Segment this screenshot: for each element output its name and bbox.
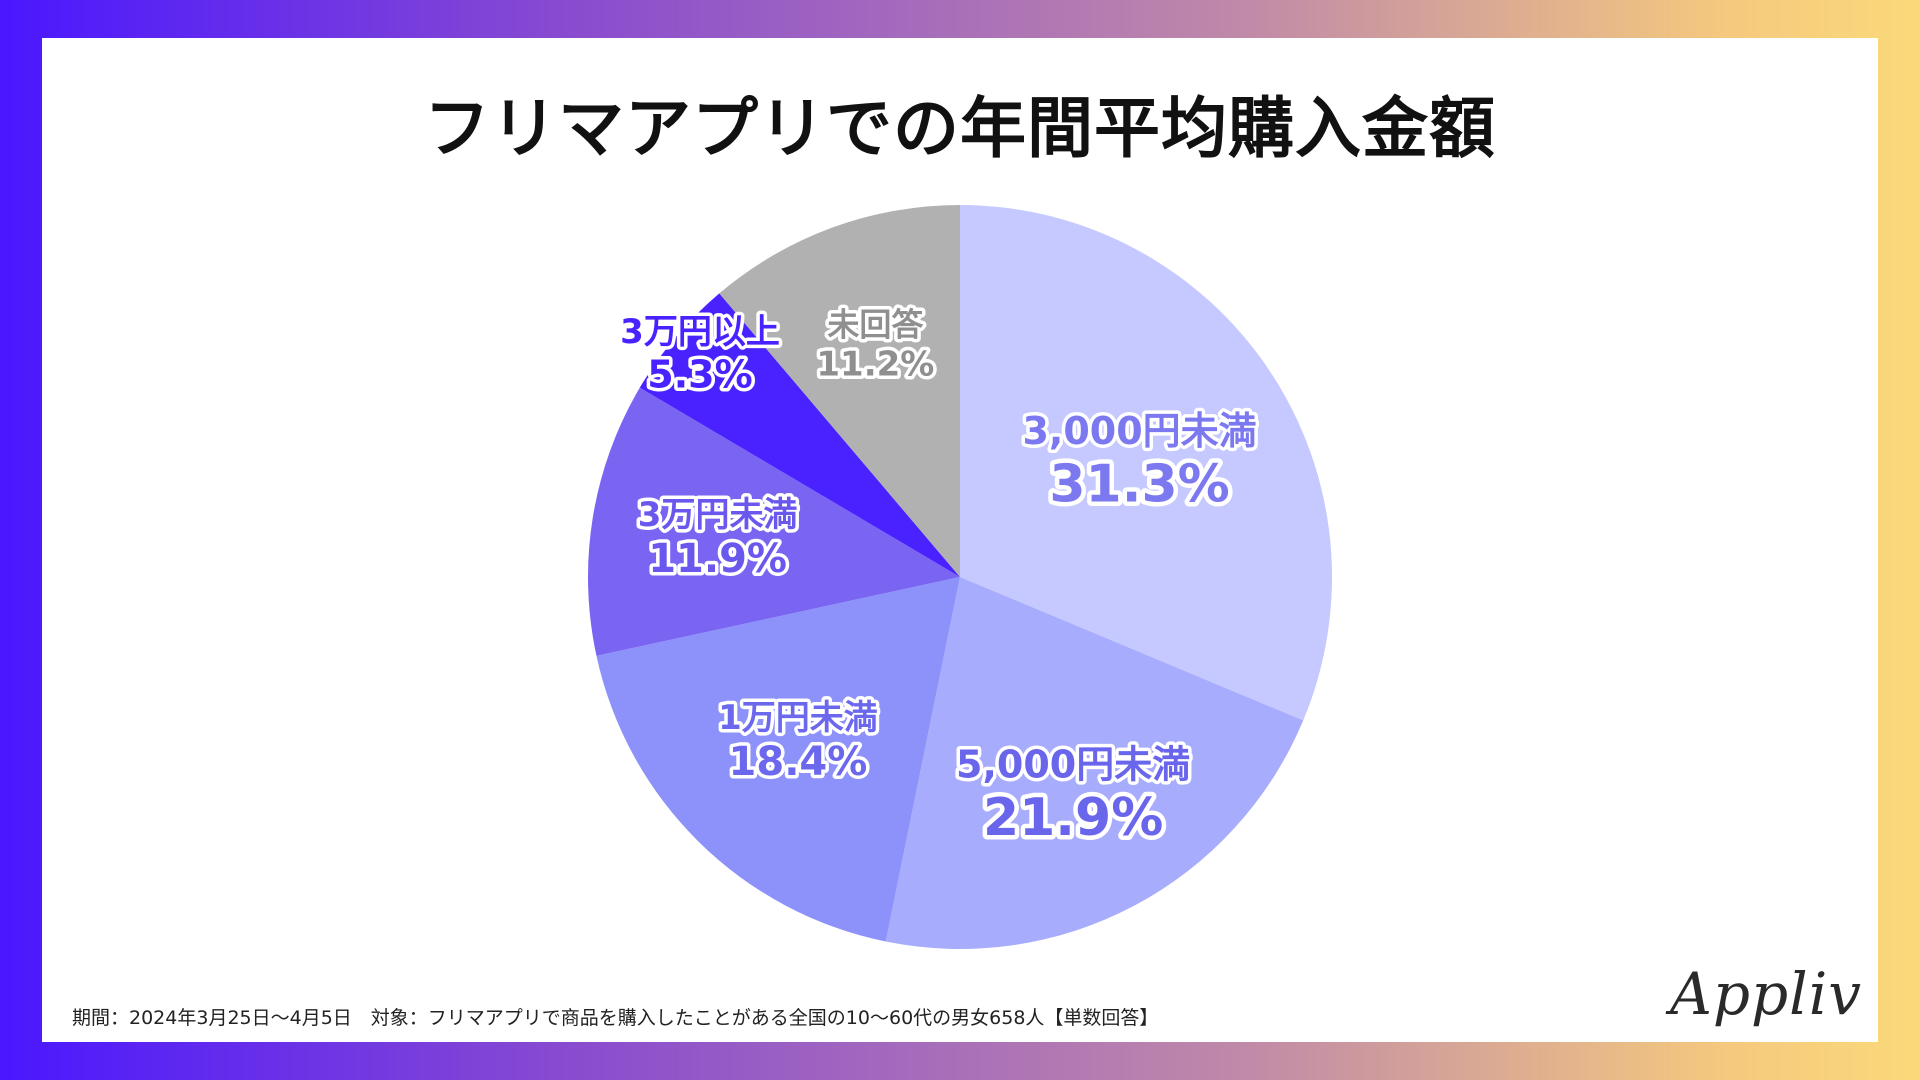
appliv-logo: Appliv	[1670, 960, 1863, 1028]
slice-label-1: 5,000円未満	[956, 742, 1190, 786]
pie-slices	[587, 205, 1332, 949]
pie-slice-2	[596, 577, 960, 942]
slice-label-2: 1万円未満	[718, 698, 878, 738]
footnote: 期間：2024年3月25日〜4月5日 対象：フリマアプリで商品を購入したことがあ…	[72, 1007, 1159, 1029]
slice-label-0: 3,000円未満	[1022, 409, 1256, 453]
pie-slice-1	[885, 577, 1304, 949]
pie-slice-5	[719, 205, 960, 577]
pie-slice-3	[587, 387, 960, 656]
slice-value-3: 11.9%	[648, 536, 787, 582]
slice-label-5: 未回答	[827, 305, 924, 343]
slice-value-2: 18.4%	[729, 739, 868, 785]
pie-slice-0	[960, 205, 1332, 721]
slice-value-4: 5.3%	[647, 352, 752, 396]
slice-label-4: 3万円以上	[620, 312, 780, 352]
chart-title: フリマアプリでの年間平均購入金額	[424, 90, 1496, 167]
pie-slice-4	[639, 293, 960, 577]
slice-value-5: 11.2%	[816, 344, 934, 384]
slice-value-0: 31.3%	[1049, 455, 1229, 515]
slice-value-1: 21.9%	[983, 788, 1163, 848]
slice-label-3: 3万円未満	[638, 495, 798, 535]
